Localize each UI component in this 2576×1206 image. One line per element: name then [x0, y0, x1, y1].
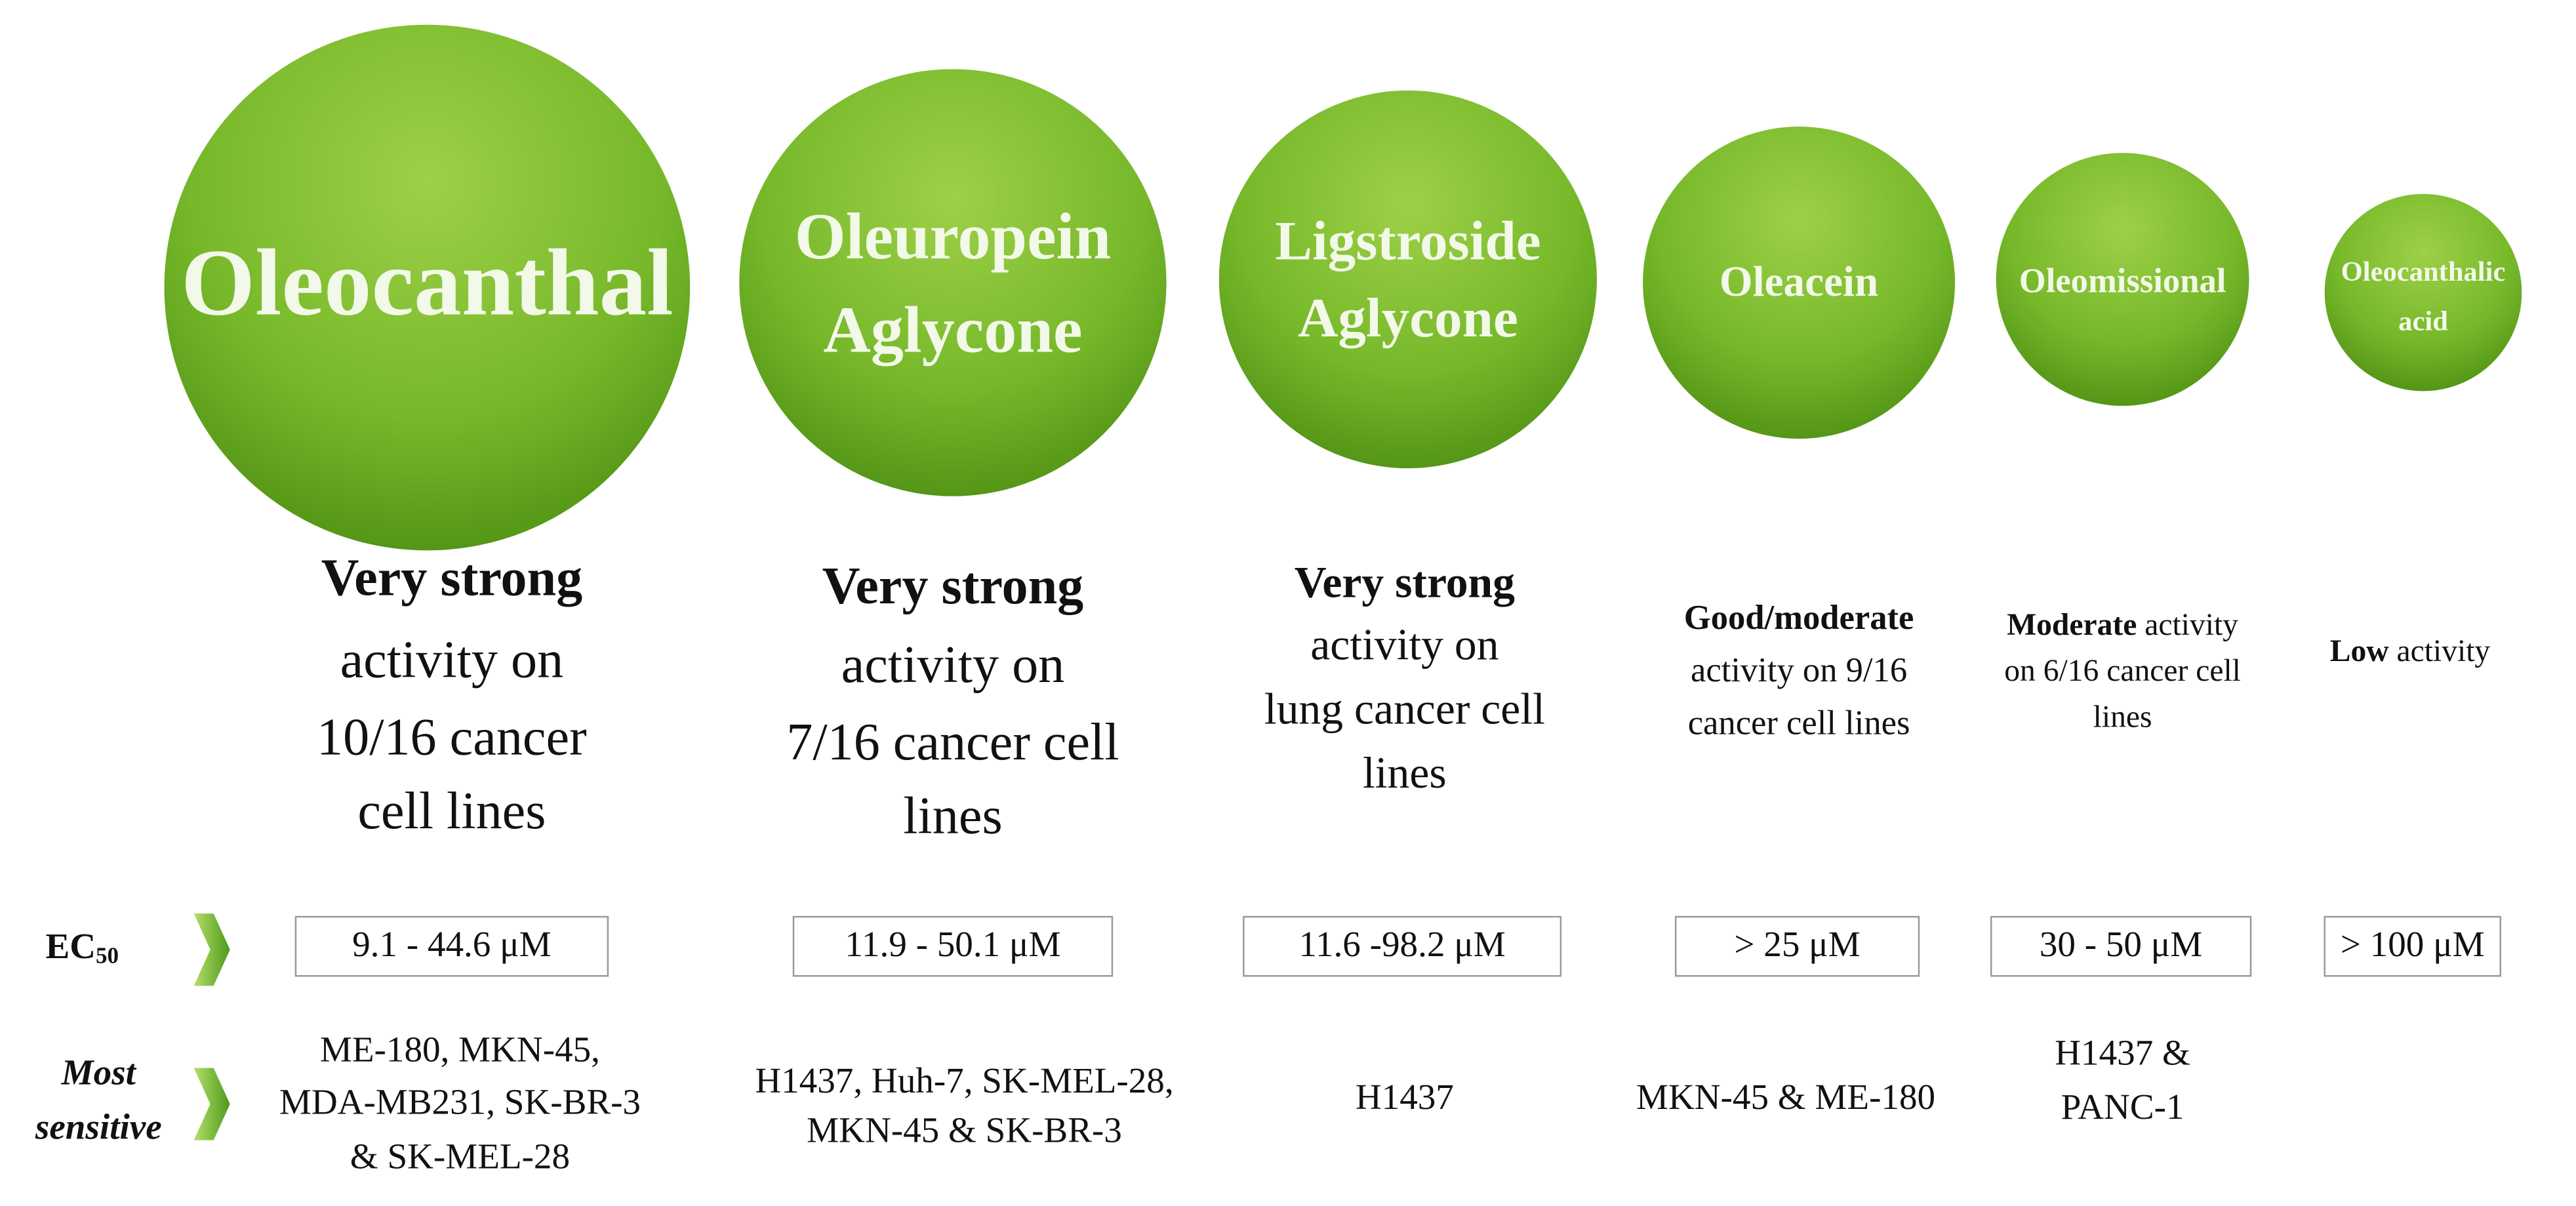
activity-text: activity on [1310, 620, 1499, 669]
compound-name: Oleacein [1720, 258, 1878, 306]
chevron [193, 1068, 230, 1140]
activity-line: Very strong [822, 557, 1084, 615]
activity-text: activity [2144, 608, 2238, 642]
activity-line: Very strong [1295, 557, 1515, 607]
most-sensitive-line: MKN-45 & SK-BR-3 [807, 1110, 1122, 1150]
ec50-value: > 25 μM [1734, 924, 1860, 964]
activity-text: cancer cell lines [1688, 704, 1910, 742]
activity-line: activity on [340, 632, 564, 689]
activity-line: activity on 9/16 [1691, 651, 1907, 689]
ec50-label-sub: 50 [96, 943, 119, 969]
ec50-value: > 100 μM [2341, 924, 2485, 964]
ec50-label-main: EC [45, 926, 96, 966]
compound-circle [739, 69, 1167, 496]
compound-name: Oleocanthal [181, 230, 674, 335]
activity-line: lung cancer cell [1264, 684, 1545, 733]
ec50-label: EC50 [45, 926, 119, 969]
ec50-value: 11.6 -98.2 μM [1298, 924, 1505, 964]
activity-line: activity on [841, 637, 1065, 694]
activity-text: lines [1363, 748, 1447, 797]
ec50-value: 11.9 - 50.1 μM [845, 924, 1060, 964]
activity-bold: Very strong [822, 557, 1084, 615]
activity-text: activity on [340, 632, 564, 689]
ec50-box [294, 915, 609, 977]
sensitive-label: sensitive [35, 1106, 162, 1146]
activity-line: 10/16 cancer [317, 709, 587, 767]
most-label: Most [61, 1053, 137, 1093]
activity-bold: Low [2330, 634, 2390, 668]
most-sensitive-line: ME-180, MKN-45, [320, 1030, 600, 1070]
compound-circle [1643, 127, 1956, 439]
activity-line: 7/16 cancer cell [786, 714, 1119, 771]
activity-text: lung cancer cell [1264, 684, 1545, 733]
activity-line: lines [1363, 748, 1447, 797]
activity-text: activity [2397, 634, 2491, 668]
ec50-box [792, 915, 1114, 977]
compound-name: Ligstroside [1275, 210, 1540, 271]
activity-line: Low activity [2330, 634, 2491, 668]
activity-text: cell lines [357, 783, 546, 841]
activity-text: activity on [841, 637, 1065, 694]
compound-name: Aglycone [1298, 287, 1518, 349]
activity-line: activity on [1310, 620, 1499, 669]
compound-circle [1218, 90, 1597, 469]
most-sensitive-line: H1437 & [2055, 1033, 2190, 1073]
ec50-value: 9.1 - 44.6 μM [352, 924, 552, 964]
most-sensitive-line: MDA-MB231, SK-BR-3 [279, 1082, 641, 1122]
activity-line: Very strong [321, 550, 583, 607]
compound-name: Oleuropein [795, 200, 1111, 273]
activity-bold: Moderate [2007, 608, 2137, 642]
activity-line: cell lines [357, 783, 546, 841]
ec50-box [1674, 915, 1920, 977]
compound-name: acid [2398, 306, 2448, 336]
most-sensitive-line: PANC-1 [2061, 1087, 2184, 1127]
activity-bold: Good/moderate [1684, 599, 1914, 637]
activity-line: Good/moderate [1684, 599, 1914, 637]
compound-circle [164, 24, 691, 551]
compound-name: Oleocanthalic [2341, 256, 2506, 287]
most-sensitive-line: & SK-MEL-28 [350, 1136, 570, 1176]
activity-text: activity on 9/16 [1691, 651, 1907, 689]
activity-line: on 6/16 cancer cell [2004, 654, 2241, 688]
ec50-value: 30 - 50 μM [2040, 924, 2202, 964]
activity-text: lines [2093, 700, 2152, 734]
activity-line: cancer cell lines [1688, 704, 1910, 742]
chevron [193, 913, 230, 986]
activity-bold: Very strong [1295, 557, 1515, 607]
activity-text: 7/16 cancer cell [786, 714, 1119, 771]
activity-text: 10/16 cancer [317, 709, 587, 767]
ec50-box [1243, 915, 1562, 977]
activity-bold: Very strong [321, 550, 583, 607]
activity-line: Moderate activity [2007, 608, 2238, 642]
compound-circle [1996, 153, 2249, 406]
most-sensitive-line: H1437, Huh-7, SK-MEL-28, [755, 1060, 1173, 1100]
activity-text: on 6/16 cancer cell [2004, 654, 2241, 688]
activity-line: lines [903, 788, 1002, 845]
compound-name: Oleomissional [2019, 262, 2226, 300]
ec50-box [1990, 915, 2252, 977]
compound-name: Aglycone [823, 294, 1082, 367]
ec50-box [2324, 915, 2502, 977]
most-sensitive-line: H1437 [1356, 1077, 1454, 1117]
activity-text: lines [903, 788, 1002, 845]
activity-line: lines [2093, 700, 2152, 734]
most-sensitive-line: MKN-45 & ME-180 [1636, 1077, 1935, 1117]
compound-circle [2324, 193, 2522, 392]
